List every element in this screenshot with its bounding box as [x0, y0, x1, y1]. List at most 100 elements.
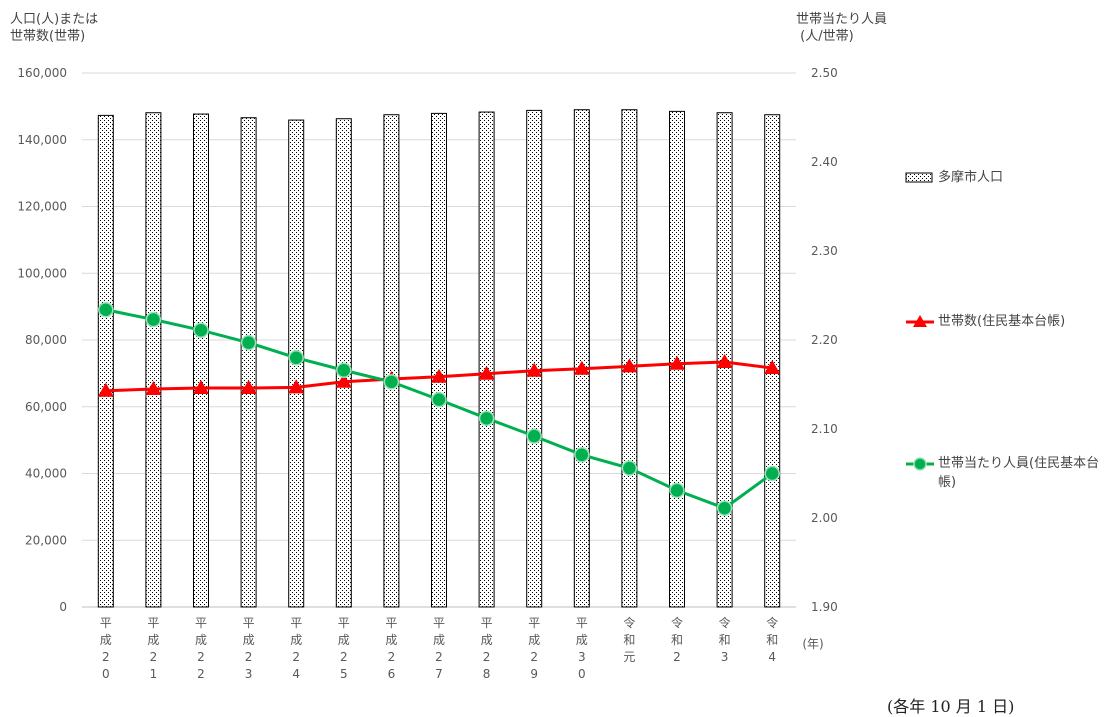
category-label: 0 [578, 667, 586, 681]
left-tick-label: 20,000 [25, 533, 67, 547]
right-tick-label: 1.90 [811, 600, 838, 614]
left-tick-label: 100,000 [17, 266, 67, 280]
persons-per-household-point [574, 447, 590, 463]
category-label: 和 [623, 633, 635, 647]
persons-per-household-point [98, 301, 114, 318]
legend-swatch-persons-marker [913, 457, 927, 471]
households-point [621, 358, 638, 373]
persons-per-household-point [478, 410, 495, 427]
category-label: 平 [147, 616, 159, 630]
category-label: 令 [623, 615, 635, 630]
population-bar [573, 109, 590, 608]
legend-swatches [905, 172, 934, 471]
legend-item-persons-per-household: 世帯当たり人員(住民基本台帳) [938, 454, 1114, 492]
households-point [288, 379, 305, 394]
legend-label-population: 多摩市人口 [938, 170, 1004, 185]
series-lines [97, 301, 781, 516]
left-tick-label: 160,000 [17, 66, 67, 80]
category-label: 3 [245, 667, 253, 681]
category-label: 平 [100, 616, 112, 630]
legend-item-households: 世帯数(住民基本台帳) [938, 312, 1065, 331]
category-label: 成 [576, 633, 588, 647]
x-unit-label: (年) [802, 637, 823, 651]
category-label: 2 [673, 650, 681, 664]
category-label: 元 [623, 650, 635, 664]
population-bar [193, 113, 209, 608]
persons-per-household-point [621, 460, 638, 476]
persons-per-household-point [431, 391, 447, 408]
households-point [240, 380, 257, 395]
persons-per-household-point [669, 482, 685, 499]
category-label: 平 [385, 616, 397, 630]
category-label: 2 [388, 650, 396, 664]
category-label: 8 [483, 667, 491, 681]
category-label: 平 [243, 616, 255, 630]
category-label: 成 [100, 633, 112, 647]
axis-labels: 0 20,000 40,000 60,000 80,000 100,000 120,000 1… [17, 66, 837, 681]
left-axis-title: 人口(人)または 世帯数(世帯) [10, 12, 99, 44]
category-label: 和 [671, 633, 683, 647]
category-label: 2 [483, 650, 491, 664]
category-label: 4 [292, 667, 300, 681]
households-point [478, 365, 495, 380]
category-label: 2 [150, 650, 158, 664]
population-bar [526, 109, 543, 608]
legend-label-households: 世帯数(住民基本台帳) [938, 314, 1066, 329]
date-note: (各年 10 月 1 日) [887, 697, 1015, 716]
persons-per-household-point [288, 350, 304, 366]
category-label: 成 [243, 633, 255, 647]
households-point [573, 360, 590, 375]
legend-swatch-population [905, 172, 933, 183]
persons-per-household-point [383, 374, 400, 390]
right-tick-label: 2.10 [811, 422, 838, 436]
category-label: 成 [385, 633, 397, 647]
persons-per-household-point [336, 362, 352, 379]
population-bar [145, 112, 162, 608]
category-label: 平 [528, 616, 540, 630]
right-tick-label: 2.30 [811, 244, 838, 258]
population-bar [478, 111, 495, 608]
category-label: 2 [435, 650, 443, 664]
category-label: 2 [292, 650, 300, 664]
households-point [335, 373, 352, 388]
population-bar [383, 114, 400, 608]
category-label: 3 [721, 650, 729, 664]
category-label: 成 [290, 633, 302, 647]
category-label: 令 [766, 615, 778, 630]
legend-label-persons-per-household: 世帯当たり人員(住民基本台帳) [938, 456, 1100, 490]
category-label: 平 [290, 616, 302, 630]
households-point [145, 381, 162, 396]
category-label: 2 [340, 650, 348, 664]
category-label: 成 [338, 633, 350, 647]
category-label: 成 [147, 633, 159, 647]
households-point [764, 360, 781, 375]
persons-per-household-point [145, 311, 162, 328]
category-label: 9 [530, 667, 538, 681]
category-label: 2 [245, 650, 253, 664]
population-bar [621, 109, 638, 608]
right-tick-label: 2.50 [811, 66, 838, 80]
category-label: 7 [435, 667, 443, 681]
category-label: 4 [768, 650, 776, 664]
right-tick-label: 2.20 [811, 333, 838, 347]
category-label: 成 [528, 633, 540, 647]
persons-per-household-point [716, 500, 733, 516]
category-label: 2 [530, 650, 538, 664]
right-tick-label: 2.00 [811, 511, 838, 525]
households-point [669, 355, 685, 370]
category-label: 令 [671, 615, 683, 630]
right-axis-title: 世帯当たり人員 (人/世帯) [796, 12, 888, 44]
category-label: 平 [576, 616, 588, 630]
category-label: 平 [195, 616, 207, 630]
category-label: 令 [719, 615, 731, 630]
persons-per-household-point [526, 428, 542, 444]
population-bar [240, 117, 257, 608]
households-point [193, 380, 209, 395]
population-bar [97, 114, 114, 608]
persons-per-household-point [193, 322, 209, 338]
left-tick-label: 140,000 [17, 133, 67, 147]
households-point [526, 362, 543, 377]
population-bar [431, 112, 447, 608]
category-label: 0 [102, 667, 110, 681]
